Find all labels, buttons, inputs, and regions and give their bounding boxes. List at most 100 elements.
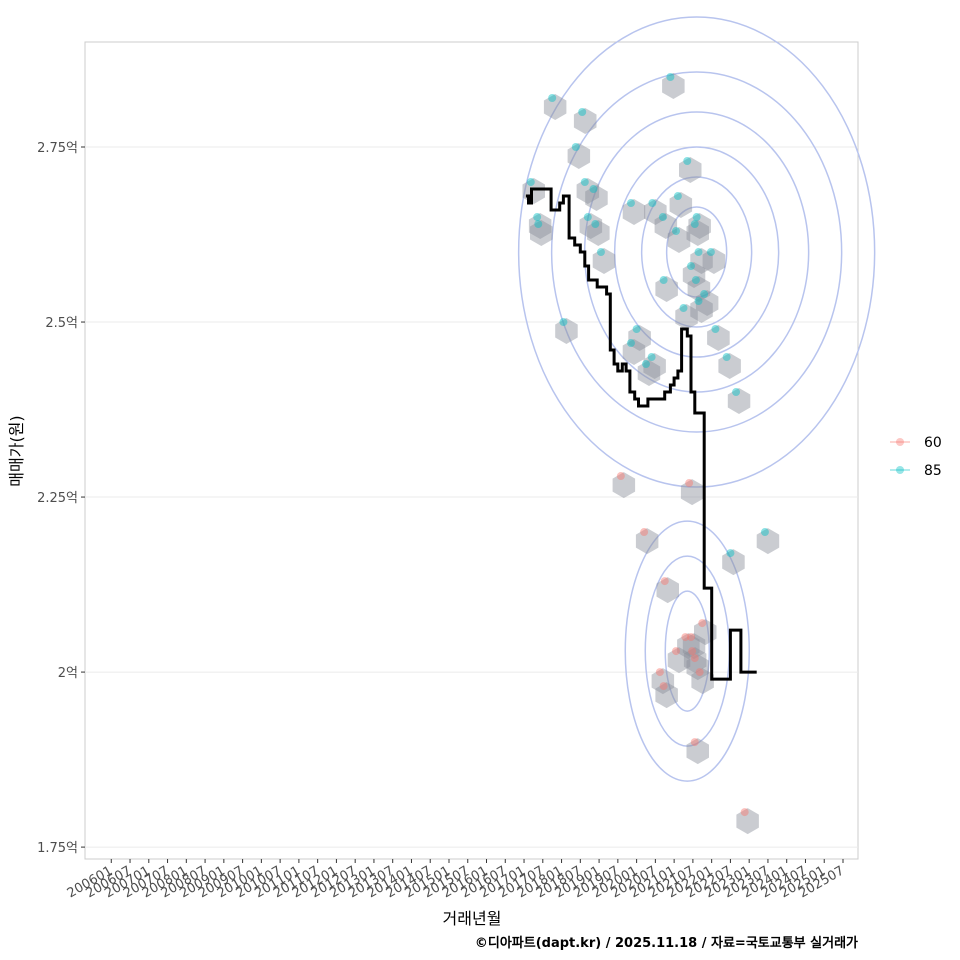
legend-marker-60: [896, 438, 904, 446]
hex-bin: [682, 633, 706, 660]
hex-bin: [655, 276, 678, 302]
data-point-85: [732, 388, 741, 397]
hex-bin: [669, 192, 693, 218]
hex-bin: [635, 528, 659, 555]
data-point-60: [688, 647, 697, 656]
hex-bin: [690, 297, 713, 323]
data-point-85: [559, 318, 568, 327]
hex-bin: [722, 549, 745, 576]
median-price-line: [525, 187, 757, 681]
y-tick-label: 2.25억: [37, 491, 78, 506]
hex-bin: [686, 220, 709, 246]
hex-bin: [680, 479, 704, 506]
hex-bin: [612, 472, 636, 499]
data-point-85: [589, 185, 598, 194]
data-point-85: [726, 549, 735, 558]
hex-bin: [688, 213, 711, 239]
data-point-85: [571, 143, 580, 152]
data-point-60: [690, 654, 699, 663]
hex-bin: [543, 94, 567, 120]
hex-bin: [756, 528, 780, 555]
hex-bin: [576, 178, 600, 204]
data-points: [526, 73, 769, 817]
data-point-60: [681, 633, 690, 642]
density-contour: [550, 71, 843, 433]
data-point-85: [692, 213, 701, 222]
hex-bin: [686, 738, 709, 765]
hex-bin: [690, 248, 713, 274]
hex-bin: [573, 108, 597, 134]
data-point-85: [694, 297, 703, 306]
data-point-85: [591, 220, 600, 229]
data-point-60: [687, 633, 696, 642]
data-point-85: [666, 73, 675, 82]
data-point-60: [690, 738, 699, 747]
legend-item-85: 85: [890, 463, 942, 479]
hex-bin: [686, 654, 709, 681]
data-point-60: [740, 808, 749, 817]
hex-bin: [675, 304, 698, 330]
data-point-85: [534, 220, 543, 229]
data-point-85: [578, 108, 587, 117]
legend-item-60: 60: [890, 435, 942, 451]
hex-bin: [628, 325, 651, 351]
hex-bin: [677, 633, 700, 660]
legend-marker-85: [896, 466, 904, 474]
hex-bin: [655, 682, 678, 709]
data-point-85: [632, 325, 641, 334]
data-point-85: [694, 248, 703, 257]
hex-bin: [707, 325, 730, 351]
data-point-85: [626, 199, 635, 208]
data-point-60: [698, 619, 707, 628]
hex-bin: [579, 213, 603, 239]
density-contour: [665, 206, 728, 298]
data-point-60: [672, 647, 681, 656]
data-point-85: [673, 192, 682, 201]
hex-bin: [567, 143, 591, 169]
density-contour: [664, 590, 711, 712]
hex-bin: [622, 199, 646, 225]
data-point-85: [683, 157, 692, 166]
hex-bin: [667, 647, 691, 674]
data-point-85: [596, 248, 605, 257]
data-point-60: [655, 668, 664, 677]
legend: 60 85: [890, 435, 942, 479]
y-tick-label: 2억: [58, 666, 78, 681]
data-point-85: [659, 276, 668, 285]
data-point-60: [660, 577, 669, 586]
hex-bin: [667, 227, 691, 253]
data-point-85: [648, 199, 657, 208]
data-point-85: [691, 276, 700, 285]
hex-bin: [656, 577, 679, 604]
hex-bin: [702, 248, 726, 274]
hex-bin: [651, 668, 675, 695]
hex-bin: [592, 248, 616, 274]
data-point-60: [695, 668, 704, 677]
data-point-85: [687, 262, 696, 271]
y-tick-label: 1.75억: [37, 841, 78, 856]
y-axis-ticks: 1.75억 2억 2.25억 2.5억 2.75억: [37, 141, 85, 856]
hex-bin: [718, 353, 741, 379]
density-contour: [624, 520, 751, 782]
hex-bin: [691, 668, 714, 695]
y-tick-label: 2.5억: [45, 316, 78, 331]
hex-bin: [530, 220, 553, 246]
hex-bin: [528, 213, 552, 239]
data-point-85: [533, 213, 542, 222]
hex-bin: [622, 339, 646, 365]
data-point-85: [690, 220, 699, 229]
hex-bin: [644, 199, 667, 225]
hex-bin: [727, 388, 751, 414]
density-contour: [613, 146, 780, 358]
hex-bin: [695, 290, 719, 316]
x-axis-title: 거래년월: [443, 909, 502, 928]
hex-bin: [643, 353, 666, 379]
data-point-60: [640, 528, 649, 537]
data-point-85: [647, 353, 656, 362]
hex-bin: [682, 262, 706, 288]
data-point-85: [679, 304, 688, 313]
y-tick-label: 2.75억: [37, 141, 78, 156]
hex-bin: [662, 73, 685, 99]
hex-bin: [687, 276, 711, 302]
